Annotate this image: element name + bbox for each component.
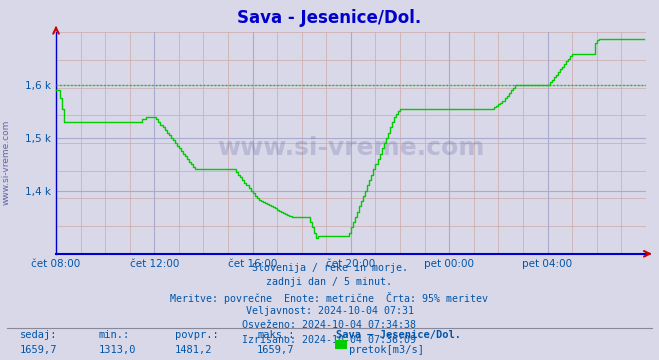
Text: 1313,0: 1313,0: [99, 345, 136, 355]
Text: Meritve: povrečne  Enote: metrične  Črta: 95% meritev: Meritve: povrečne Enote: metrične Črta: …: [171, 292, 488, 303]
Text: Sava - Jesenice/Dol.: Sava - Jesenice/Dol.: [237, 9, 422, 27]
Text: min.:: min.:: [99, 330, 130, 341]
Text: www.si-vreme.com: www.si-vreme.com: [217, 135, 484, 159]
Text: povpr.:: povpr.:: [175, 330, 218, 341]
Text: 1659,7: 1659,7: [20, 345, 57, 355]
Text: Osveženo: 2024-10-04 07:34:38: Osveženo: 2024-10-04 07:34:38: [243, 320, 416, 330]
Text: maks.:: maks.:: [257, 330, 295, 341]
Text: sedaj:: sedaj:: [20, 330, 57, 341]
Text: 1481,2: 1481,2: [175, 345, 212, 355]
Text: Slovenija / reke in morje.: Slovenija / reke in morje.: [252, 263, 407, 273]
Text: www.si-vreme.com: www.si-vreme.com: [2, 119, 11, 205]
Text: 1659,7: 1659,7: [257, 345, 295, 355]
Text: Izrisano: 2024-10-04 07:36:09: Izrisano: 2024-10-04 07:36:09: [243, 335, 416, 345]
Text: Veljavnost: 2024-10-04 07:31: Veljavnost: 2024-10-04 07:31: [246, 306, 413, 316]
Text: pretok[m3/s]: pretok[m3/s]: [349, 345, 424, 355]
Text: Sava – Jesenice/Dol.: Sava – Jesenice/Dol.: [336, 330, 461, 341]
Text: zadnji dan / 5 minut.: zadnji dan / 5 minut.: [266, 277, 393, 287]
